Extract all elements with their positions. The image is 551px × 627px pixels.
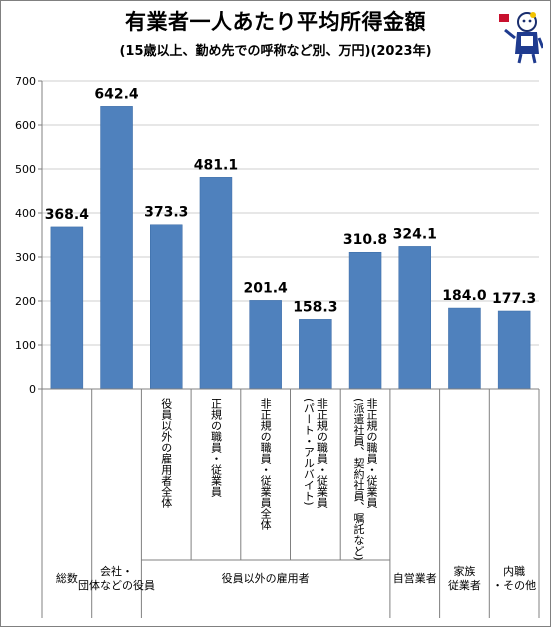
data-label: 158.3	[293, 299, 337, 315]
y-tick-label: 100	[15, 339, 36, 352]
subcategory-label: (派遣社員、契約社員、嘱託など)	[352, 398, 366, 561]
y-tick-label: 500	[15, 163, 36, 176]
bar	[100, 106, 133, 390]
bar	[150, 224, 183, 390]
bars	[50, 106, 531, 390]
bar	[497, 310, 531, 390]
chart-subtitle: (15歳以上、勤め先での呼称など別、万円)(2023年)	[119, 44, 432, 59]
y-tick-label: 300	[15, 251, 36, 264]
data-label: 481.1	[194, 157, 238, 173]
group-label: 内職	[503, 564, 525, 578]
subcategory-label: 正規の職員・従業員	[209, 398, 223, 497]
y-tick-label: 400	[15, 207, 36, 220]
data-label: 310.8	[343, 232, 387, 248]
group-label: 家族	[453, 564, 475, 578]
subcategory-label: 役員以外の雇用者全体	[159, 398, 173, 508]
data-label: 177.3	[492, 291, 536, 307]
bar	[50, 226, 84, 390]
bar	[398, 246, 431, 390]
axes: 0 100 200 300 400 500 600 700	[15, 75, 539, 396]
y-tick-label: 0	[29, 383, 36, 396]
y-tick-label: 600	[15, 119, 36, 132]
subcategory-label: 非正規の職員・従業員全体	[259, 398, 273, 530]
data-label: 368.4	[45, 207, 90, 223]
data-label: 184.0	[442, 288, 487, 304]
bar	[299, 319, 332, 390]
mascot-icon	[499, 12, 543, 64]
bar	[348, 251, 382, 390]
bar	[448, 307, 481, 390]
data-label: 373.3	[144, 205, 188, 221]
group-label: 従業者	[448, 579, 481, 592]
data-label: 642.4	[94, 86, 139, 102]
subcategory-label: (パート・アルバイト)	[302, 398, 316, 506]
y-tick-label: 700	[15, 75, 36, 88]
group-label: 役員以外の雇用者	[222, 571, 310, 585]
chart-title: 有業者一人あたり平均所得金額	[125, 10, 426, 34]
y-tick-label: 200	[15, 295, 36, 308]
data-label: 201.4	[244, 280, 289, 296]
group-label: 団体などの役員	[78, 578, 155, 592]
group-label: 自営業者	[393, 571, 437, 585]
subcategory-label: 非正規の職員・従業員	[365, 398, 379, 508]
group-label: 総数	[56, 571, 78, 585]
group-label: 会社・	[100, 564, 133, 578]
subcategory-label: 非正規の職員・従業員	[315, 398, 329, 508]
bar	[249, 300, 282, 390]
data-label: 324.1	[393, 226, 437, 242]
bar	[199, 177, 233, 390]
group-label: ・その他	[492, 579, 536, 592]
